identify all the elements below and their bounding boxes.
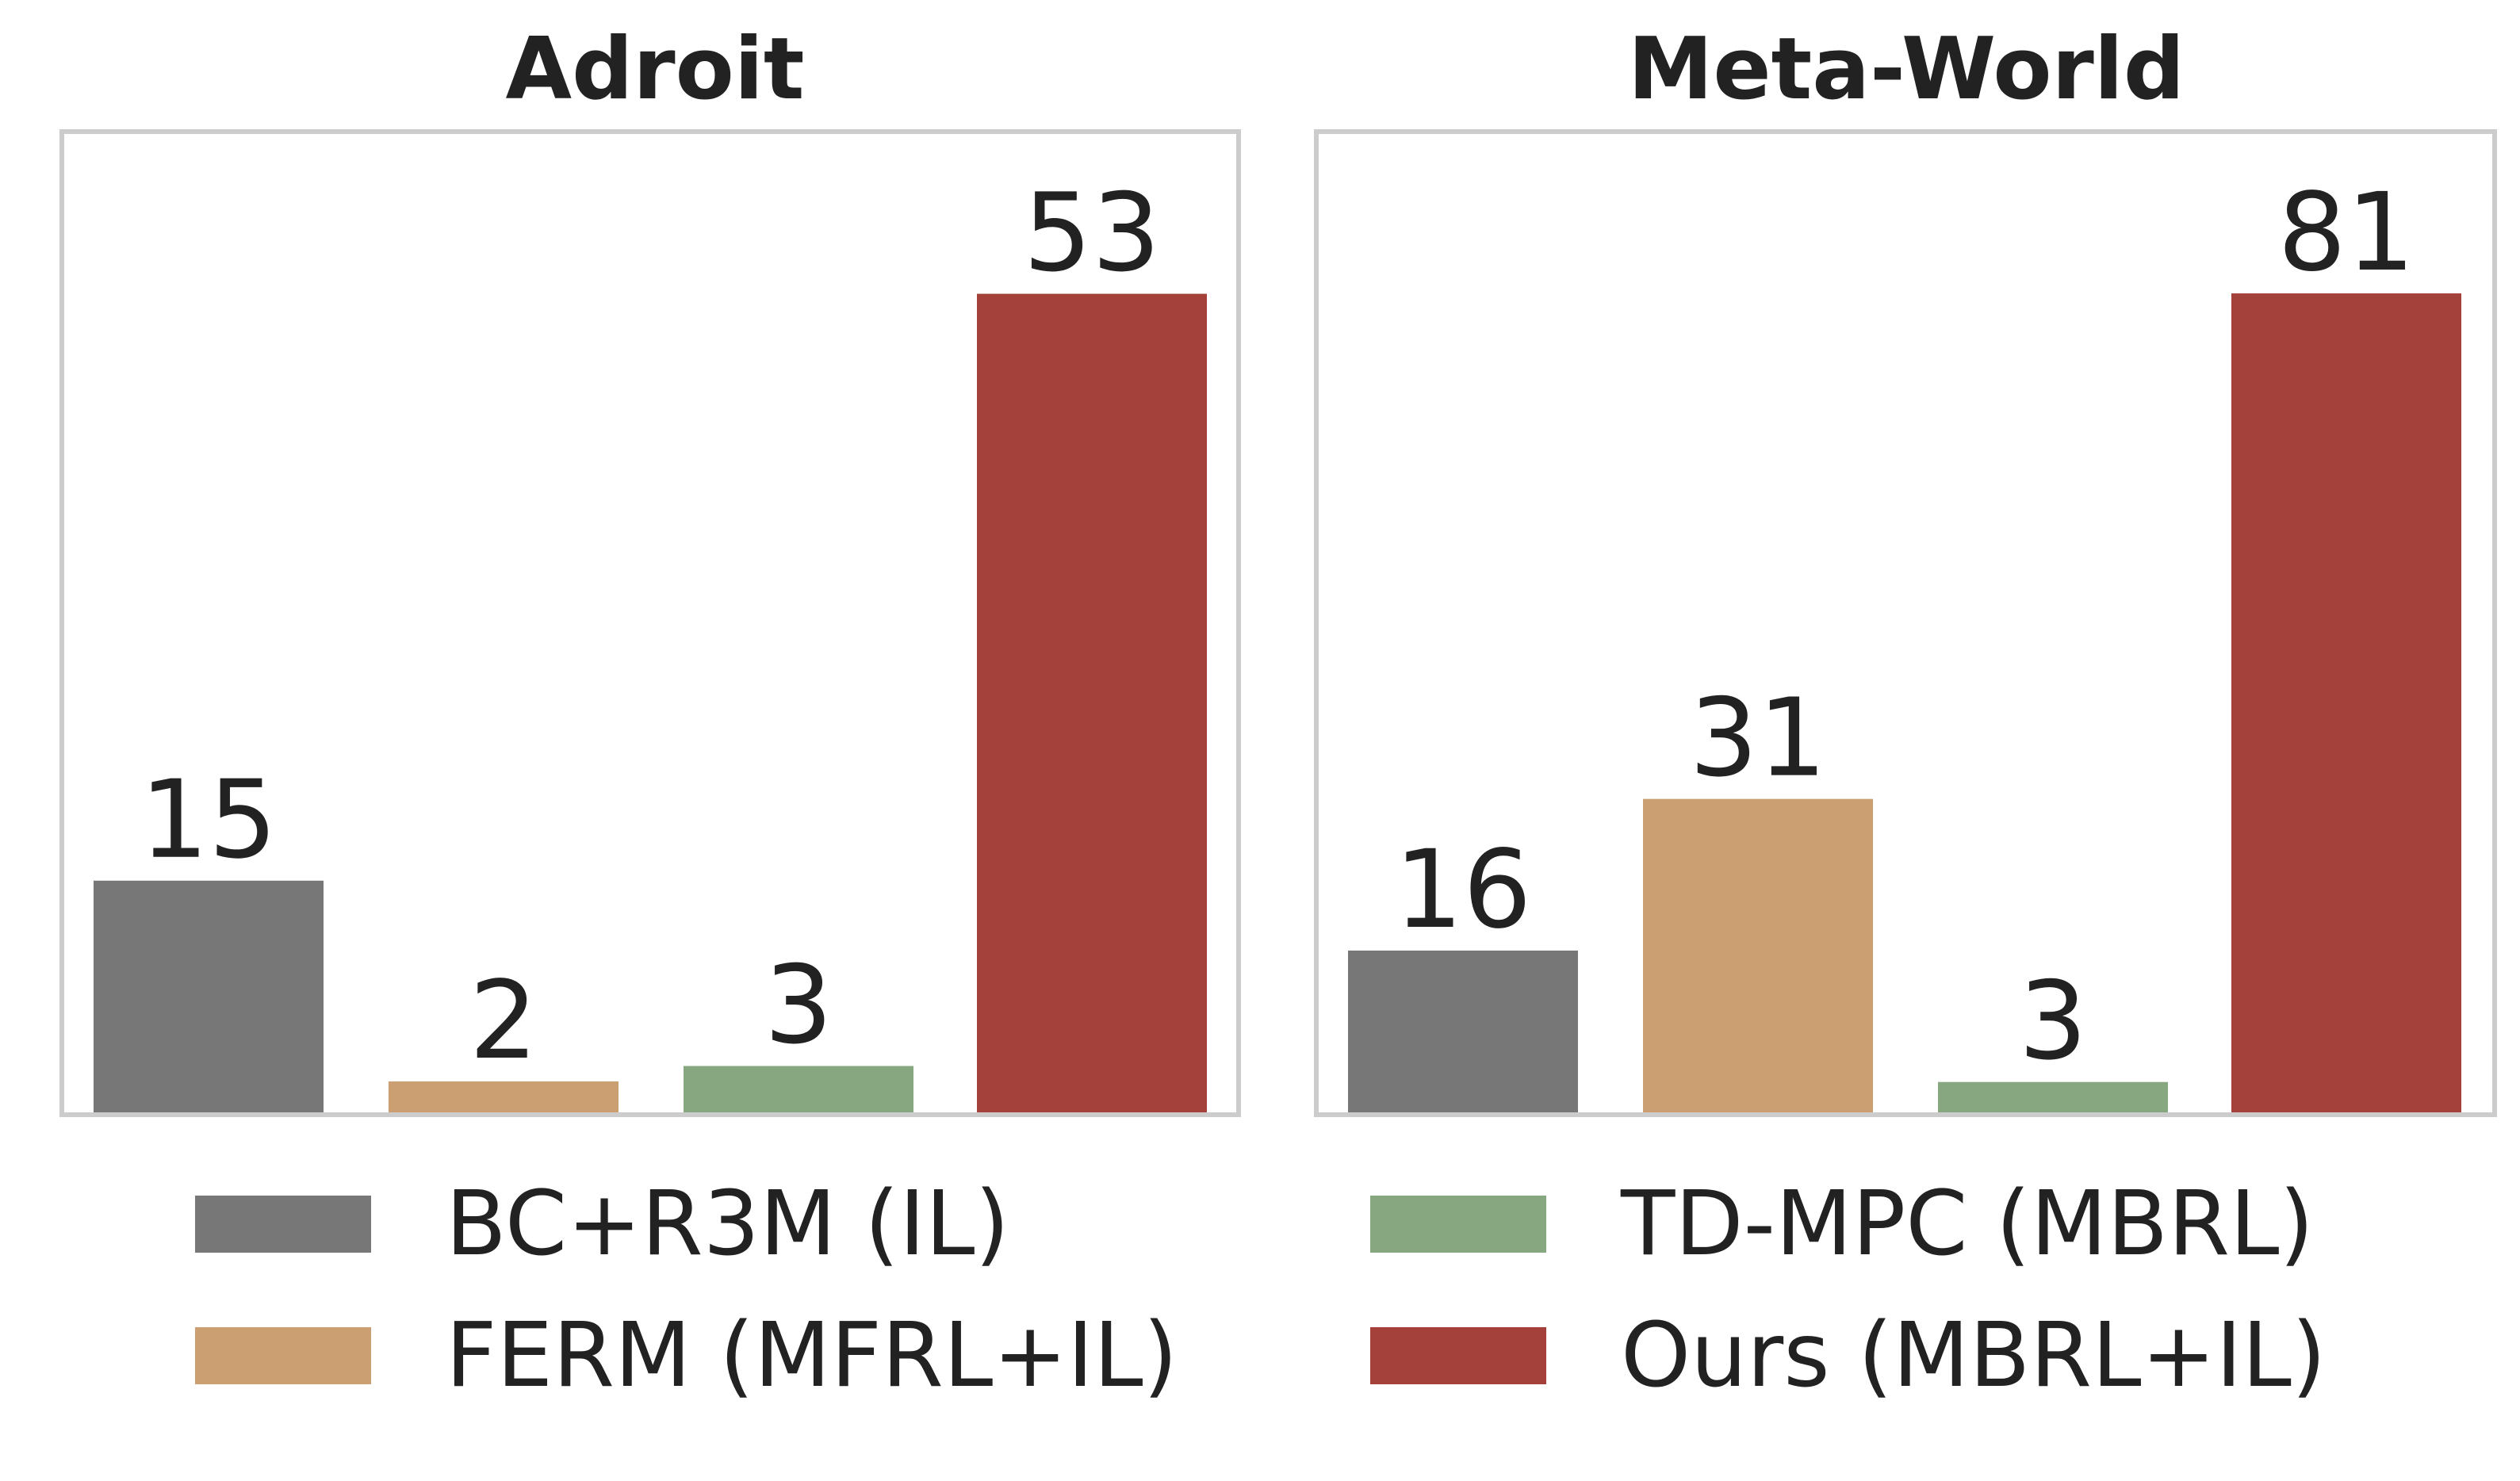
bar-td-mpc-mbrl xyxy=(684,1066,913,1112)
legend-item-ours-mbrl-il: Ours (MBRL+IL) xyxy=(1370,1304,2327,1407)
bar-ferm-mfrl-il xyxy=(389,1081,619,1112)
plot-frame xyxy=(1314,129,2497,1117)
bar-value-label: 81 xyxy=(2277,170,2415,296)
bar-ours-mbrl-il xyxy=(977,293,1207,1112)
legend-label: FERM (MFRL+IL) xyxy=(446,1304,1178,1407)
bar-value-label: 53 xyxy=(1023,171,1160,297)
bar-value-label: 3 xyxy=(2019,959,2088,1085)
legend-item-td-mpc-mbrl: TD-MPC (MBRL) xyxy=(1370,1173,2314,1276)
bar-bc-r3m-il xyxy=(1348,950,1578,1112)
chart-legend: BC+R3M (IL) FERM (MFRL+IL) TD-MPC (MBRL) Ou… xyxy=(195,1173,2327,1407)
plot-frame xyxy=(59,129,1241,1117)
panel-meta-world: Meta-World 16 31 3 81 xyxy=(1314,20,2497,1117)
bar-value-label: 16 xyxy=(1394,828,1531,953)
bar-bc-r3m-il xyxy=(94,880,324,1112)
legend-label: Ours (MBRL+IL) xyxy=(1621,1304,2327,1407)
legend-label: TD-MPC (MBRL) xyxy=(1620,1173,2314,1276)
legend-swatch xyxy=(195,1196,371,1253)
legend-item-ferm-mfrl-il: FERM (MFRL+IL) xyxy=(195,1304,1178,1407)
bar-ferm-mfrl-il xyxy=(1643,798,1873,1112)
chart-panels: Adroit 15 2 3 53 Meta-World 16 31 3 81 xyxy=(59,20,2497,1117)
bar-value-label: 31 xyxy=(1689,676,1826,802)
bar-value-label: 15 xyxy=(140,758,277,883)
legend-swatch xyxy=(1370,1196,1546,1253)
legend-swatch xyxy=(195,1327,371,1384)
bar-td-mpc-mbrl xyxy=(1938,1081,2168,1112)
panel-title: Adroit xyxy=(506,20,805,119)
legend-item-bc-r3m-il: BC+R3M (IL) xyxy=(195,1173,1009,1276)
legend-swatch xyxy=(1370,1327,1546,1384)
panel-adroit: Adroit 15 2 3 53 xyxy=(59,20,1241,1117)
bar-value-label: 3 xyxy=(764,943,833,1069)
panel-title: Meta-World xyxy=(1628,20,2185,119)
bar-ours-mbrl-il xyxy=(2231,293,2461,1112)
legend-label: BC+R3M (IL) xyxy=(446,1173,1009,1276)
bar-value-label: 2 xyxy=(469,959,538,1084)
